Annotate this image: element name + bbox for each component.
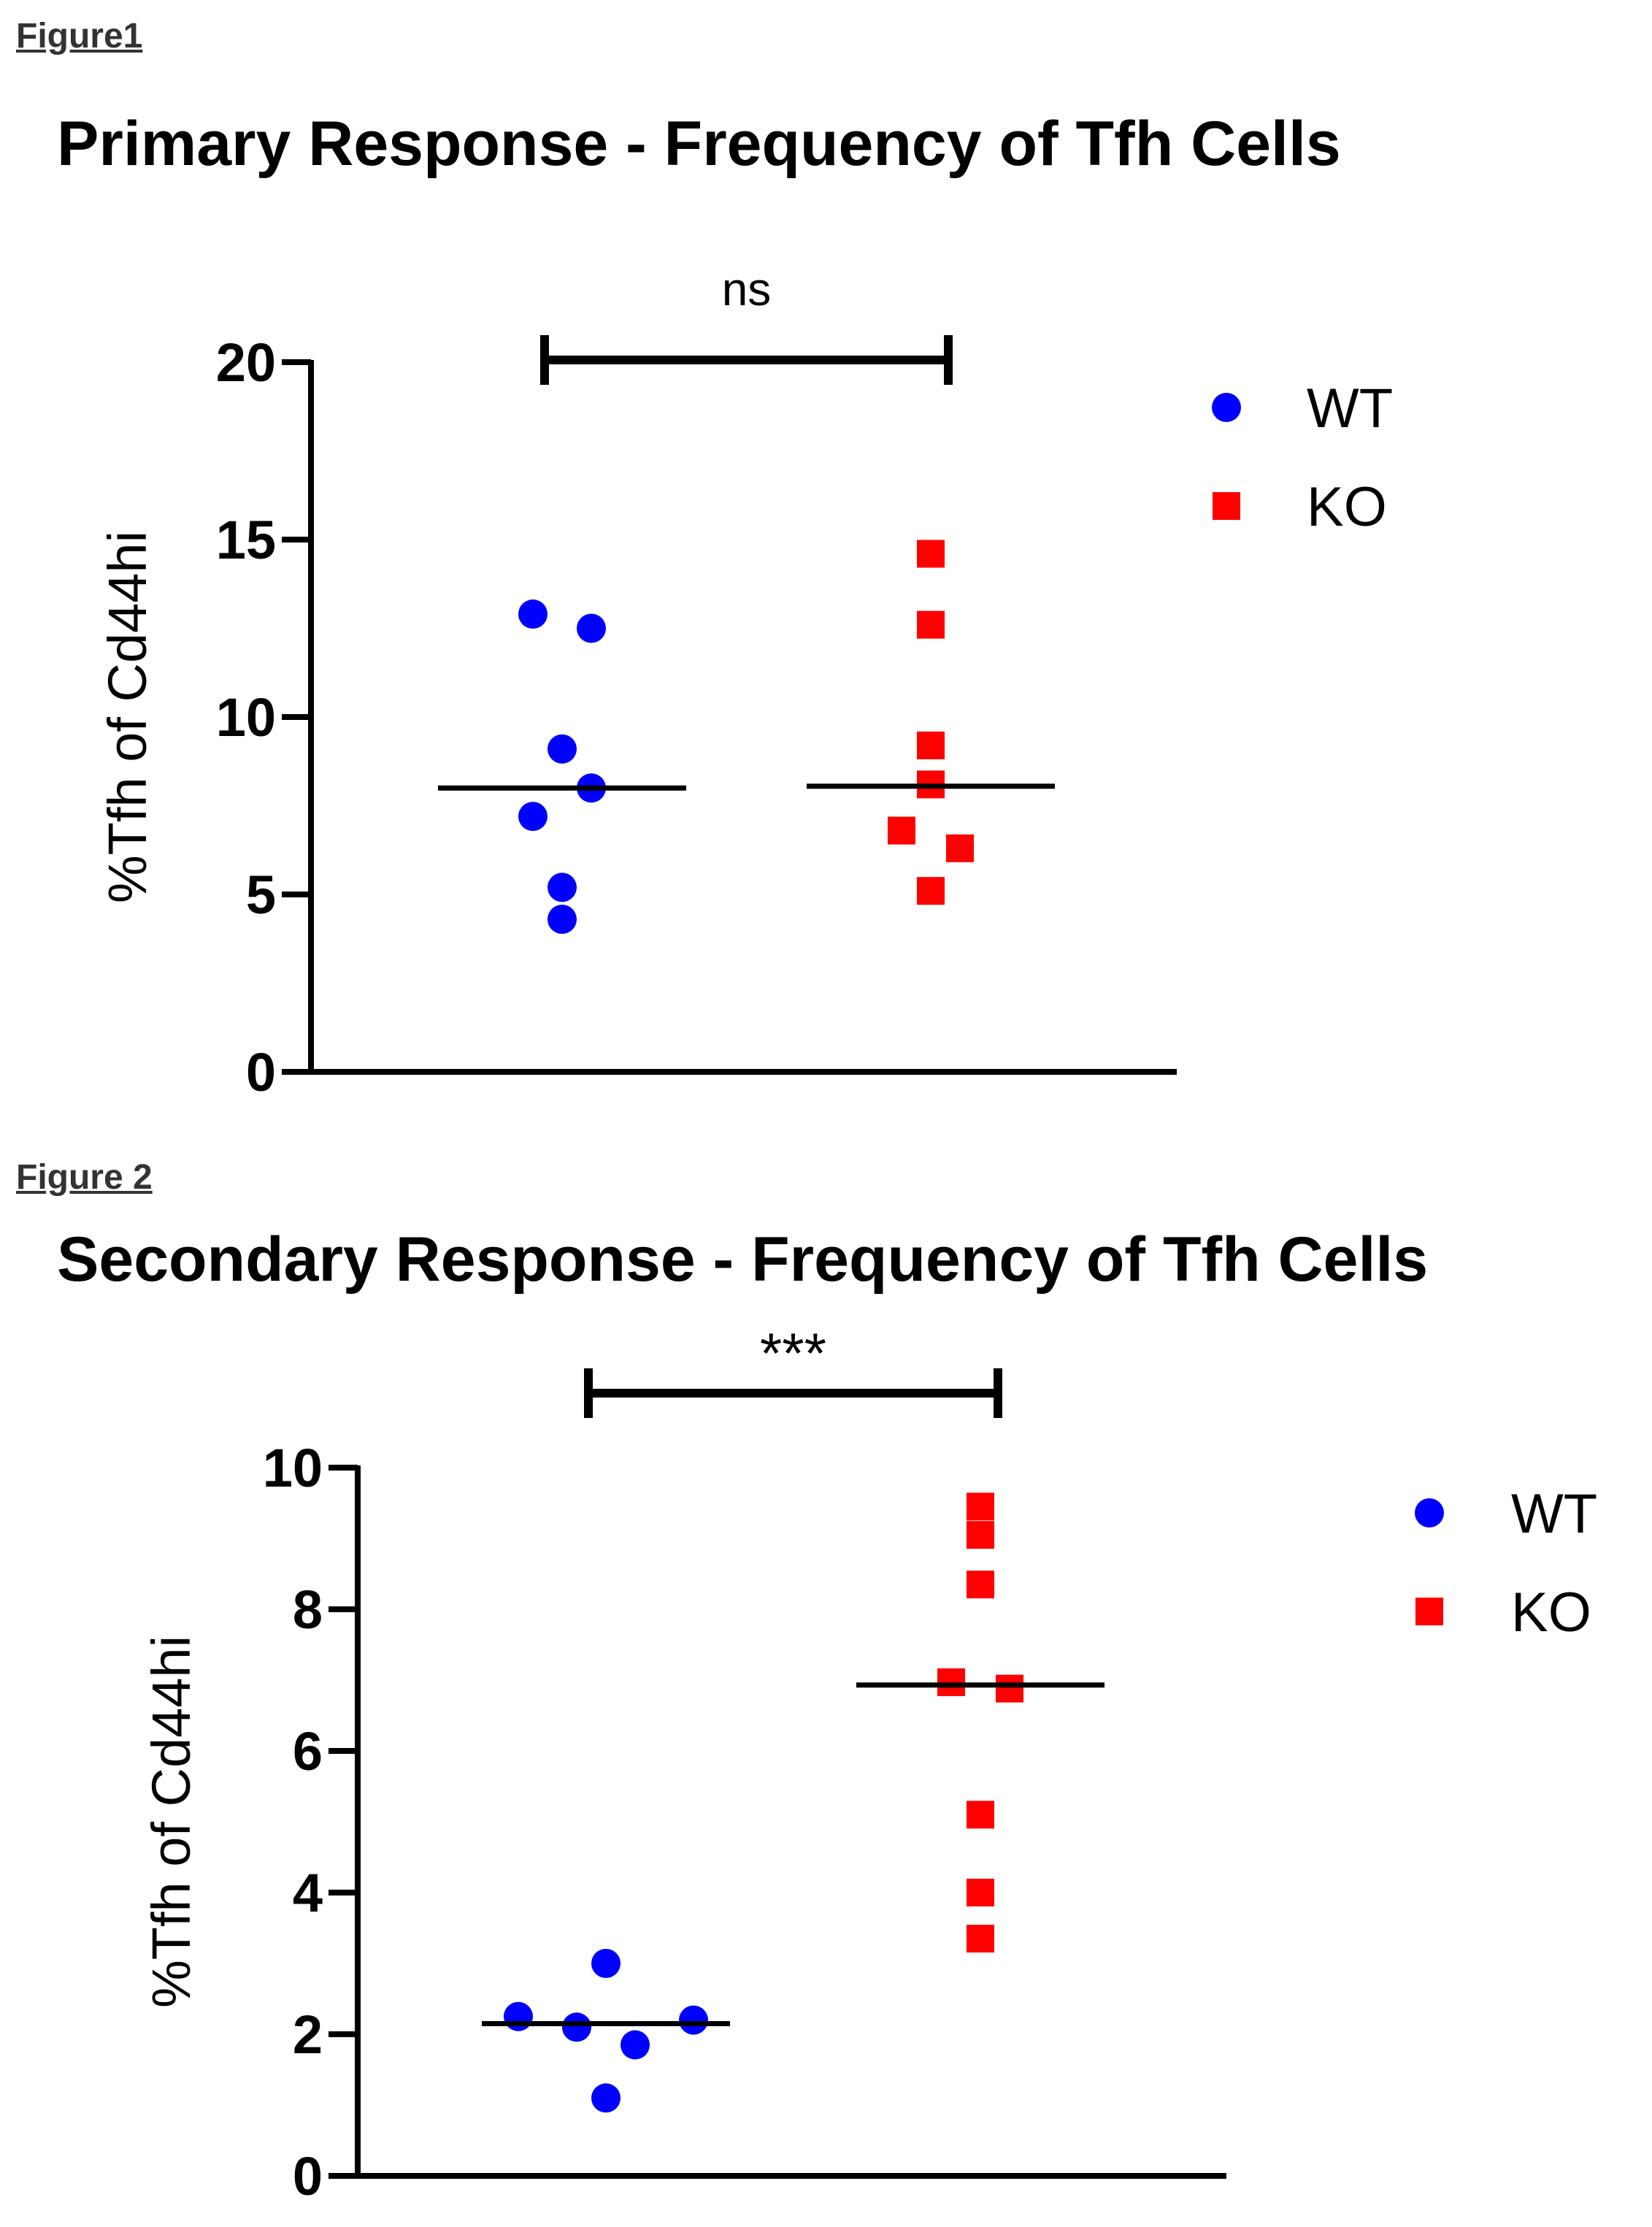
y-axis-label: %Tfh of Cd44hi	[97, 531, 158, 903]
ko-point	[967, 1801, 994, 1829]
ko-point	[967, 1492, 994, 1521]
y-tick-label: 15	[216, 510, 276, 570]
primary-response-chart: 0 5 10 15 20 %Tfh of Cd44hi ns WT KO	[97, 263, 1393, 1103]
wt-point	[504, 2001, 533, 2031]
wt-point	[548, 873, 577, 902]
figure-1-title: Primary Response - Frequency of Tfh Cell…	[57, 109, 1341, 179]
y-tick-label: 10	[263, 1438, 323, 1498]
ko-point	[937, 1668, 965, 1696]
ko-point	[946, 834, 974, 862]
y-tick-label: 6	[293, 1721, 323, 1782]
wt-point	[577, 613, 606, 643]
ko-point	[917, 540, 945, 568]
wt-point	[562, 2012, 591, 2042]
ko-point	[917, 731, 945, 759]
secondary-response-chart: 0 2 4 6 8 10 %Tfh of Cd44hi *** WT KO	[141, 1321, 1597, 2207]
significance-label: ns	[722, 263, 772, 315]
wt-point	[591, 1949, 621, 1978]
legend-ko-label: KO	[1511, 1582, 1591, 1644]
y-tick-label: 0	[246, 1042, 276, 1103]
y-tick-label: 10	[216, 687, 276, 748]
legend-ko-label: KO	[1307, 476, 1387, 538]
y-tick-label: 20	[216, 332, 276, 393]
y-tick-label: 0	[293, 2146, 323, 2207]
y-axis-label: %Tfh of Cd44hi	[141, 1636, 201, 2008]
ko-point	[967, 1521, 994, 1549]
legend-wt-label: WT	[1307, 377, 1393, 440]
wt-point	[679, 2005, 708, 2035]
y-tick-label: 5	[246, 865, 276, 925]
legend-wt-label: WT	[1511, 1483, 1597, 1545]
ko-point	[917, 610, 945, 639]
legend-wt-marker	[1212, 393, 1241, 422]
wt-point	[548, 905, 577, 935]
ko-point	[917, 877, 945, 905]
legend-ko-marker	[1213, 492, 1240, 520]
y-tick-label: 2	[293, 2004, 323, 2065]
legend-wt-marker	[1415, 1498, 1444, 1528]
legend-ko-marker	[1415, 1598, 1443, 1625]
wt-point	[518, 802, 548, 832]
ko-point	[967, 1925, 994, 1953]
y-tick-label: 8	[293, 1579, 323, 1640]
wt-point	[621, 2030, 650, 2060]
figure-1-label: Figure1	[16, 17, 143, 55]
ko-point	[967, 1571, 994, 1599]
wt-point	[591, 2083, 621, 2113]
wt-point	[548, 734, 577, 764]
figure-2-label: Figure 2	[16, 1158, 153, 1197]
y-tick-label: 4	[293, 1863, 323, 1923]
wt-point	[518, 599, 548, 629]
ko-point	[888, 816, 915, 845]
ko-point	[996, 1674, 1023, 1703]
significance-label: ***	[760, 1321, 826, 1385]
ko-point	[967, 1879, 994, 1906]
figure-2-title: Secondary Response - Frequency of Tfh Ce…	[57, 1224, 1429, 1295]
